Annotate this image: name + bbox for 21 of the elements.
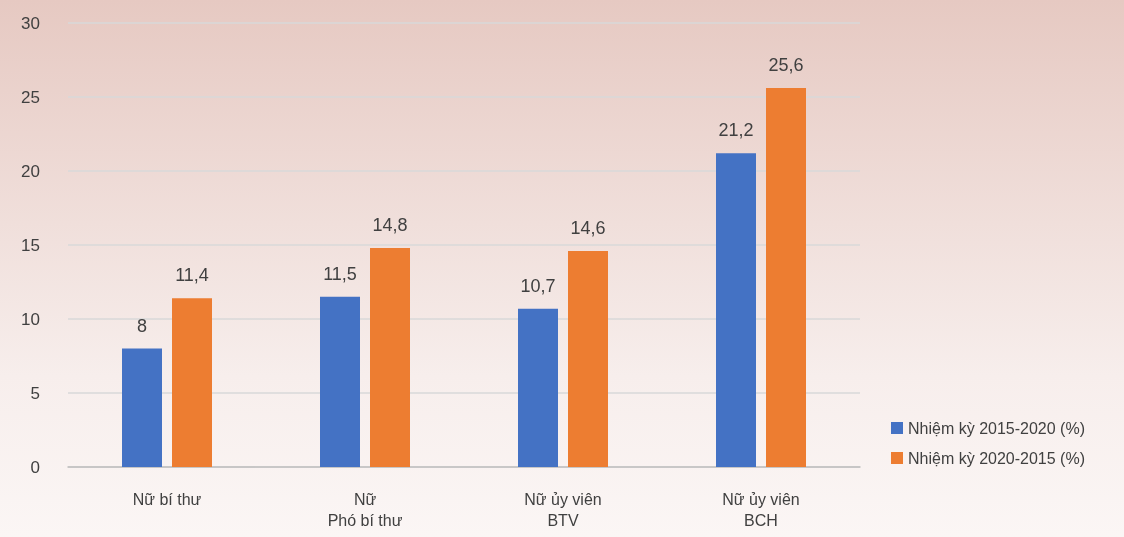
y-tick-label: 10 (21, 309, 40, 329)
x-tick-label: Nữ ủy viên BCH (722, 491, 800, 529)
data-label: 11,4 (175, 265, 209, 286)
y-tick-label: 25 (21, 87, 40, 107)
y-tick-label: 5 (30, 383, 40, 403)
data-label: 25,6 (768, 55, 804, 76)
data-label: 21,2 (718, 120, 754, 141)
data-label: 14,6 (570, 217, 606, 238)
y-tick-label: 0 (30, 457, 40, 477)
legend-label: Nhiệm kỳ 2015-2020 (%) (908, 419, 1085, 437)
data-label: 11,5 (323, 263, 357, 284)
data-label: 14,8 (372, 214, 408, 235)
y-tick-label: 15 (21, 235, 40, 255)
y-tick-label: 20 (21, 161, 40, 181)
x-tick-label: Nữ Phó bí thư (327, 491, 403, 529)
legend-label: Nhiệm kỳ 2020-2015 (%) (908, 449, 1085, 467)
y-tick-label: 30 (21, 13, 40, 33)
x-tick-label: Nữ ủy viên BTV (524, 491, 602, 529)
data-label: 10,7 (520, 275, 556, 296)
data-label: 8 (136, 315, 148, 336)
x-tick-label: Nữ bí thư (132, 491, 202, 508)
